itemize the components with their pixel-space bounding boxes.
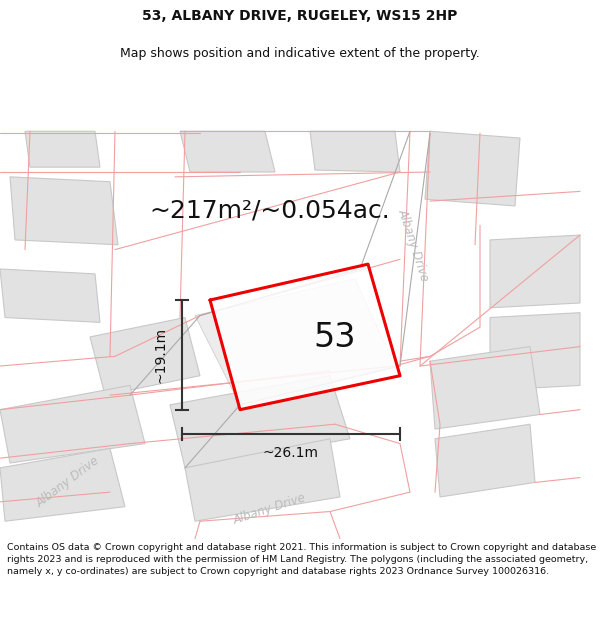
Polygon shape (0, 269, 100, 322)
Polygon shape (90, 318, 200, 395)
Polygon shape (425, 131, 520, 206)
Text: Contains OS data © Crown copyright and database right 2021. This information is : Contains OS data © Crown copyright and d… (7, 544, 596, 576)
Polygon shape (25, 131, 100, 167)
Polygon shape (490, 235, 580, 308)
Text: Albany Drive: Albany Drive (232, 492, 308, 528)
Text: Albany Drive: Albany Drive (34, 454, 102, 511)
Text: ~217m²/~0.054ac.: ~217m²/~0.054ac. (149, 199, 391, 222)
Polygon shape (0, 386, 145, 463)
Polygon shape (210, 264, 400, 409)
Polygon shape (185, 439, 340, 521)
Text: ~19.1m: ~19.1m (153, 327, 167, 383)
Text: 53, ALBANY DRIVE, RUGELEY, WS15 2HP: 53, ALBANY DRIVE, RUGELEY, WS15 2HP (142, 9, 458, 24)
Polygon shape (195, 279, 395, 405)
Text: ~26.1m: ~26.1m (263, 446, 319, 461)
Text: Map shows position and indicative extent of the property.: Map shows position and indicative extent… (120, 48, 480, 61)
Text: Albany Drive: Albany Drive (395, 207, 431, 282)
Polygon shape (310, 131, 400, 172)
Polygon shape (180, 131, 275, 172)
Polygon shape (170, 376, 350, 468)
Polygon shape (490, 312, 580, 390)
Polygon shape (0, 449, 125, 521)
Polygon shape (430, 347, 540, 429)
Polygon shape (435, 424, 535, 497)
Polygon shape (10, 177, 118, 245)
Text: 53: 53 (313, 321, 356, 354)
